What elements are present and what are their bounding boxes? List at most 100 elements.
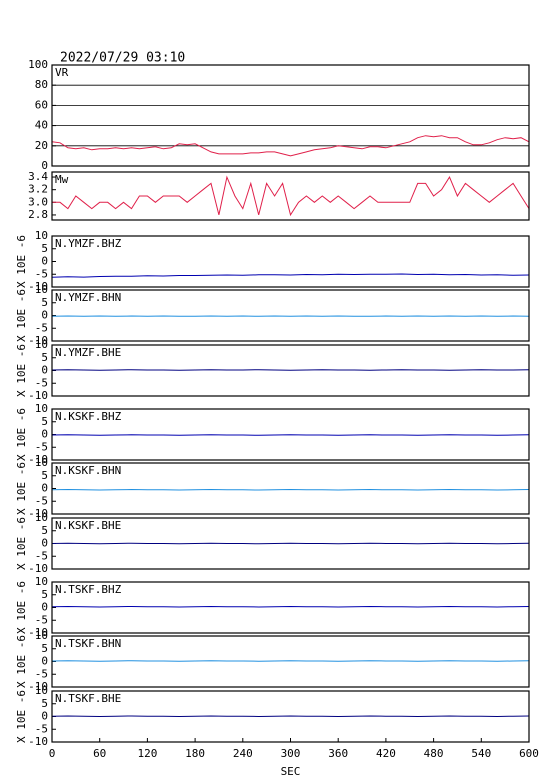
x-tick-label: 60 xyxy=(93,747,106,760)
y-tick-label: 0 xyxy=(41,159,48,172)
y-tick-label: 10 xyxy=(35,229,48,242)
y-tick-label: 3.4 xyxy=(28,170,48,183)
y-axis-label: X 10E -6 xyxy=(15,462,28,515)
panel-frame xyxy=(51,517,530,570)
y-tick-label: -5 xyxy=(35,722,48,735)
trace-label: N.YMZF.BHN xyxy=(55,291,121,304)
trace xyxy=(51,660,530,662)
trace-label: N.KSKF.BHN xyxy=(55,464,121,477)
panel-frame xyxy=(51,171,530,221)
y-tick-label: -10 xyxy=(28,626,48,639)
y-tick-label: 3.0 xyxy=(28,195,48,208)
y-axis-label: X 10E -6 xyxy=(15,344,28,397)
y-tick-label: 80 xyxy=(35,78,48,91)
x-tick-label: 120 xyxy=(137,747,157,760)
y-tick-label: -5 xyxy=(35,494,48,507)
panel-frame xyxy=(51,64,530,167)
y-tick-label: 100 xyxy=(28,58,48,71)
trace xyxy=(51,135,530,157)
y-tick-label: 5 xyxy=(41,296,48,309)
y-tick-label: -10 xyxy=(28,280,48,293)
trace xyxy=(51,369,530,371)
trace xyxy=(52,175,530,217)
panel-frame xyxy=(51,635,530,688)
trace-label: N.KSKF.BHZ xyxy=(55,410,122,423)
y-tick-label: 5 xyxy=(41,588,48,601)
y-tick-label: -5 xyxy=(35,376,48,389)
panel-frame xyxy=(51,462,530,515)
y-tick-label: 60 xyxy=(35,98,48,111)
y-axis-label: X 10E -6 xyxy=(15,235,28,288)
x-tick-label: 600 xyxy=(519,747,539,760)
panel-frame xyxy=(51,235,530,288)
y-tick-label: 5 xyxy=(41,242,48,255)
y-tick-label: 5 xyxy=(41,469,48,482)
trace-label: N.KSKF.BHE xyxy=(55,519,121,532)
trace-label: N.TSKF.BHN xyxy=(55,637,121,650)
y-tick-label: -5 xyxy=(35,267,48,280)
x-tick-label: 240 xyxy=(233,747,253,760)
y-tick-label: 0 xyxy=(41,255,48,268)
x-tick-label: 300 xyxy=(281,747,301,760)
trace xyxy=(51,715,530,718)
y-tick-label: 10 xyxy=(35,283,48,296)
panel-frame xyxy=(51,289,530,342)
chart-title: 2022/07/29 03:10 xyxy=(60,51,185,66)
x-tick-label: 180 xyxy=(185,747,205,760)
y-axis-label: X 10E -6 xyxy=(15,581,28,634)
y-tick-label: 0 xyxy=(41,482,48,495)
trace xyxy=(51,605,530,608)
trace xyxy=(51,542,530,545)
trace xyxy=(51,273,530,278)
trace xyxy=(51,488,530,491)
x-tick-label: 0 xyxy=(49,747,56,760)
y-tick-label: -5 xyxy=(35,613,48,626)
trace-label: N.TSKF.BHZ xyxy=(55,583,122,596)
y-tick-label: -5 xyxy=(35,667,48,680)
y-tick-label: -10 xyxy=(28,389,48,402)
y-tick-label: -5 xyxy=(35,321,48,334)
y-tick-label: 10 xyxy=(35,456,48,469)
y-tick-label: 10 xyxy=(35,511,48,524)
y-tick-label: 10 xyxy=(35,402,48,415)
x-axis-label: SEC xyxy=(281,765,301,778)
y-tick-label: 10 xyxy=(35,684,48,697)
y-tick-label: 0 xyxy=(41,537,48,550)
x-tick-label: 360 xyxy=(328,747,348,760)
y-tick-label: -10 xyxy=(28,680,48,693)
trace-label: N.YMZF.BHE xyxy=(55,346,121,359)
y-tick-label: 0 xyxy=(41,710,48,723)
y-tick-label: -10 xyxy=(28,507,48,520)
trace-label: N.TSKF.BHE xyxy=(55,692,121,705)
trace-label: Mw xyxy=(55,173,69,186)
y-tick-label: -10 xyxy=(28,453,48,466)
y-tick-label: -5 xyxy=(35,549,48,562)
y-tick-label: 0 xyxy=(41,601,48,614)
y-axis-label: X 10E -6 xyxy=(15,408,28,461)
panel-frame xyxy=(51,581,530,634)
y-tick-label: 0 xyxy=(41,655,48,668)
panel-frame xyxy=(51,344,530,397)
y-axis-label: X 10E -6 xyxy=(15,690,28,743)
x-tick-label: 540 xyxy=(471,747,491,760)
y-tick-label: 20 xyxy=(35,139,48,152)
y-tick-label: 10 xyxy=(35,575,48,588)
y-tick-label: -10 xyxy=(28,334,48,347)
y-tick-label: -10 xyxy=(28,562,48,575)
trace-label: VR xyxy=(55,66,69,79)
y-tick-label: 5 xyxy=(41,642,48,655)
y-tick-label: 0 xyxy=(41,428,48,441)
y-tick-label: 40 xyxy=(35,119,48,132)
y-tick-label: -5 xyxy=(35,440,48,453)
y-tick-label: 5 xyxy=(41,524,48,537)
y-tick-label: 10 xyxy=(35,629,48,642)
y-tick-label: 10 xyxy=(35,338,48,351)
x-tick-label: 480 xyxy=(424,747,444,760)
y-tick-label: 0 xyxy=(41,309,48,322)
y-tick-label: 5 xyxy=(41,351,48,364)
y-tick-label: 5 xyxy=(41,697,48,710)
y-axis-label: X 10E -6 xyxy=(15,635,28,688)
y-tick-label: 0 xyxy=(41,364,48,377)
x-tick-label: 420 xyxy=(376,747,396,760)
